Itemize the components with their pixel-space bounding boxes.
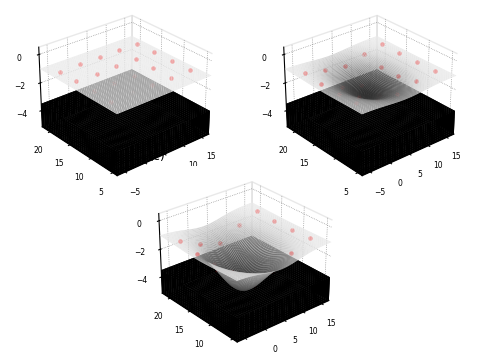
- Text: (c): (c): [148, 150, 166, 162]
